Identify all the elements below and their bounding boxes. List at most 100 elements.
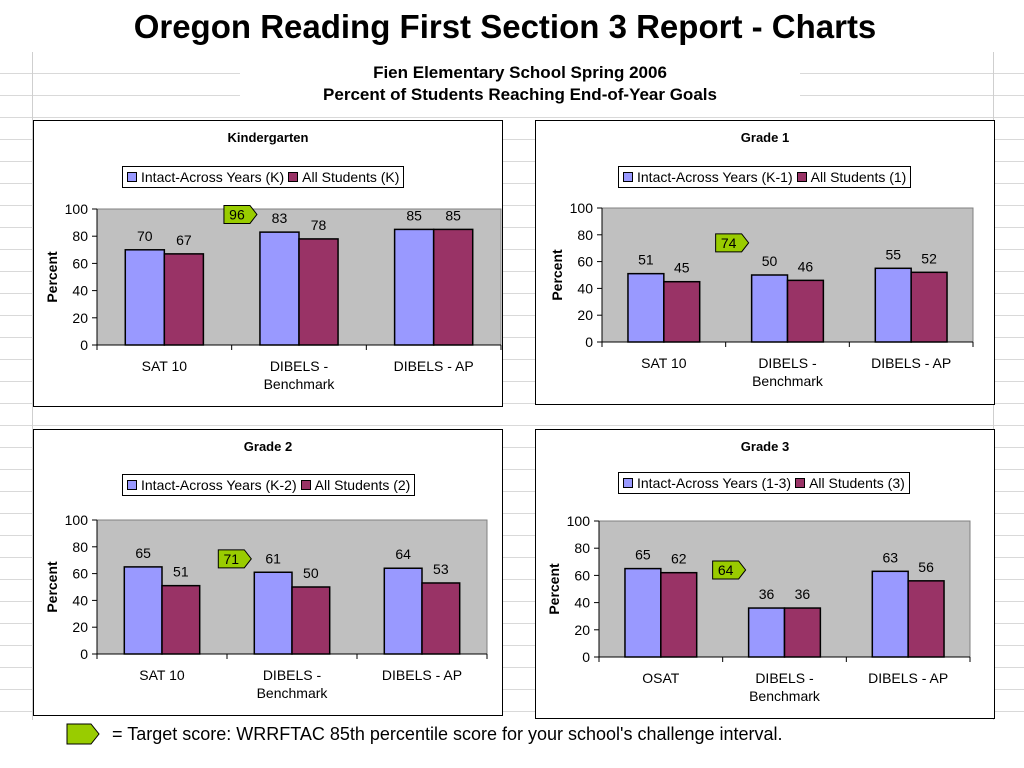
x-category-label: DIBELS -Benchmark: [257, 667, 329, 701]
chart-legend: Intact-Across Years (K-1) All Students (1…: [618, 166, 912, 188]
bar-all-students: [161, 584, 201, 655]
bar-value-label: 51: [173, 564, 189, 580]
y-tick-label: 20: [577, 307, 593, 323]
y-tick-label: 60: [574, 567, 590, 583]
footnote: = Target score: WRRFTAC 85th percentile …: [66, 722, 787, 746]
bar-value-label: 83: [272, 210, 288, 226]
bar-all-students: [298, 238, 339, 346]
chart-title: Grade 1: [740, 130, 790, 145]
y-tick-label: 60: [577, 254, 593, 270]
chart-title: Kindergarten: [227, 130, 309, 145]
y-tick-label: 40: [577, 280, 593, 296]
chart-panel-grade-3: Grade 3 Intact-Across Years (1-3) All Stud…: [535, 429, 995, 719]
legend-swatch: [796, 172, 807, 182]
target-marker: 74: [715, 233, 750, 253]
target-value-label: 96: [229, 206, 245, 222]
y-tick-label: 0: [80, 646, 88, 662]
bar-value-label: 36: [795, 586, 811, 602]
x-category-label: DIBELS - AP: [382, 667, 462, 683]
legend-swatch: [623, 478, 633, 488]
legend-swatch: [795, 478, 806, 488]
chart-svg: 0 20 40 60 80 100 Percent SAT 10 65 51 DIBELS -Ben…: [44, 512, 488, 701]
bar-intact: [124, 249, 166, 346]
legend-swatch: [127, 480, 137, 490]
bar-value-label: 70: [137, 228, 153, 244]
bar-all-students: [432, 228, 474, 346]
legend-swatch: [300, 480, 311, 490]
bar-intact: [871, 570, 909, 658]
legend-label: Intact-Across Years (K-1): [637, 169, 793, 185]
chart-panel-grade-1: Grade 1 Intact-Across Years (K-1) All Stud…: [535, 120, 995, 405]
x-category-label: SAT 10: [142, 358, 188, 374]
legend-label: Intact-Across Years (K): [141, 169, 285, 185]
bar-intact: [393, 228, 435, 346]
y-tick-label: 100: [65, 512, 89, 528]
y-tick-label: 80: [574, 540, 590, 556]
report-school-line: Fien Elementary School Spring 2006: [373, 63, 667, 82]
bar-value-label: 63: [882, 549, 898, 565]
y-tick-label: 100: [570, 200, 594, 216]
y-tick-label: 100: [567, 513, 591, 529]
bar-intact: [750, 274, 789, 343]
y-tick-label: 60: [72, 255, 88, 271]
y-tick-label: 0: [582, 649, 590, 665]
legend-label: Intact-Across Years (K-2): [141, 477, 297, 493]
chart-svg: 0 20 40 60 80 100 Percent SAT 10 70 67 DIBELS -Ben…: [44, 201, 502, 392]
legend-swatch: [288, 172, 299, 182]
bar-intact: [624, 567, 662, 658]
legend-swatch: [623, 172, 633, 182]
bar-all-students: [421, 582, 461, 655]
y-tick-label: 80: [72, 228, 88, 244]
y-tick-label: 0: [585, 334, 593, 350]
y-tick-label: 20: [72, 310, 88, 326]
chart-svg: 0 20 40 60 80 100 Percent OSAT 65 62 DIBELS -Bench…: [546, 513, 971, 704]
bar-value-label: 65: [635, 547, 651, 563]
bar-value-label: 85: [406, 207, 422, 223]
bar-value-label: 62: [671, 551, 687, 567]
y-tick-label: 80: [577, 227, 593, 243]
bar-all-students: [660, 571, 698, 658]
target-marker-icon: [66, 723, 100, 745]
y-tick-label: 20: [72, 619, 88, 635]
bar-value-label: 55: [885, 246, 901, 262]
bar-value-label: 36: [759, 586, 775, 602]
target-marker-icon: [715, 233, 750, 253]
target-value-label: 71: [224, 551, 240, 567]
y-tick-label: 60: [72, 566, 88, 582]
bar-value-label: 67: [176, 232, 192, 248]
sheet-margin-right: [993, 52, 1024, 720]
bar-value-label: 61: [265, 550, 281, 566]
footnote-text: = Target score: WRRFTAC 85th percentile …: [112, 723, 783, 744]
bar-value-label: 50: [303, 565, 319, 581]
target-marker: 71: [217, 549, 252, 569]
x-category-label: DIBELS -Benchmark: [752, 355, 824, 389]
bar-value-label: 56: [918, 559, 934, 575]
bar-value-label: 78: [311, 217, 327, 233]
chart-title: Grade 2: [243, 439, 293, 454]
legend-label: All Students (2): [314, 477, 411, 493]
bar-value-label: 51: [638, 252, 654, 268]
report-header: Fien Elementary School Spring 2006 Perce…: [240, 62, 800, 106]
y-tick-label: 40: [72, 592, 88, 608]
chart-panel-grade-2: Grade 2 Intact-Across Years (K-2) All Stud…: [33, 429, 503, 716]
x-category-label: DIBELS - AP: [394, 358, 474, 374]
target-marker: 96: [223, 204, 258, 224]
x-category-label: OSAT: [642, 670, 680, 686]
y-tick-label: 80: [72, 539, 88, 555]
y-axis-label: Percent: [44, 251, 60, 303]
x-category-label: DIBELS - AP: [868, 670, 948, 686]
bar-intact: [874, 267, 912, 343]
y-tick-label: 40: [574, 595, 590, 611]
bar-all-students: [786, 279, 825, 343]
slide-title: Oregon Reading First Section 3 Report - …: [133, 8, 877, 45]
target-marker-icon: [217, 549, 252, 569]
bar-value-label: 50: [762, 253, 778, 269]
target-marker-icon: [712, 560, 747, 580]
sheet-margin-left: [0, 52, 33, 720]
bar-all-students: [910, 271, 948, 343]
bar-all-students: [291, 586, 331, 655]
legend-label: All Students (1): [810, 169, 907, 185]
y-axis-label: Percent: [546, 563, 562, 615]
target-marker-icon: [223, 204, 258, 224]
legend-label: Intact-Across Years (1-3): [637, 475, 792, 491]
